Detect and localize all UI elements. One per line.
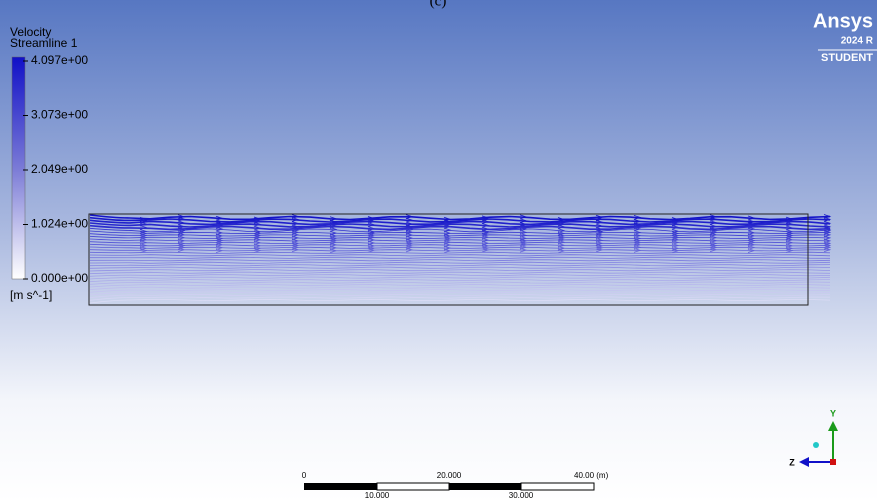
scale-label: 30.000 — [509, 491, 534, 500]
scale-segment — [377, 483, 449, 490]
logo-edition: STUDENT — [821, 52, 873, 64]
color-bar — [12, 57, 25, 279]
legend-label: 2.049e+00 — [31, 162, 88, 176]
scale-bar — [304, 483, 594, 490]
legend-label: 0.000e+00 — [31, 271, 88, 285]
legend-label: 3.073e+00 — [31, 108, 88, 122]
origin — [830, 459, 836, 465]
scale-segment — [449, 483, 521, 490]
viewport: (c) Velocity Streamline 1 4.097e+003.073… — [0, 0, 877, 502]
legend-label: 4.097e+00 — [31, 53, 88, 67]
x-axis-dot — [813, 442, 819, 448]
scale-label: 40.00 (m) — [574, 471, 609, 480]
caption: (c) — [430, 0, 447, 9]
legend-subtitle: Streamline 1 — [10, 36, 78, 50]
legend-unit: [m s^-1] — [10, 288, 52, 302]
z-axis-label: Z — [789, 457, 795, 467]
scale-label: 10.000 — [365, 491, 390, 500]
y-axis-label: Y — [830, 408, 836, 418]
scale-segment — [304, 483, 377, 490]
logo-version: 2024 R — [841, 36, 874, 47]
scale-label: 0 — [302, 471, 307, 480]
legend-label: 1.024e+00 — [31, 217, 88, 231]
scale-segment — [521, 483, 594, 490]
scale-label: 20.000 — [437, 471, 462, 480]
logo-brand: Ansys — [813, 10, 873, 32]
